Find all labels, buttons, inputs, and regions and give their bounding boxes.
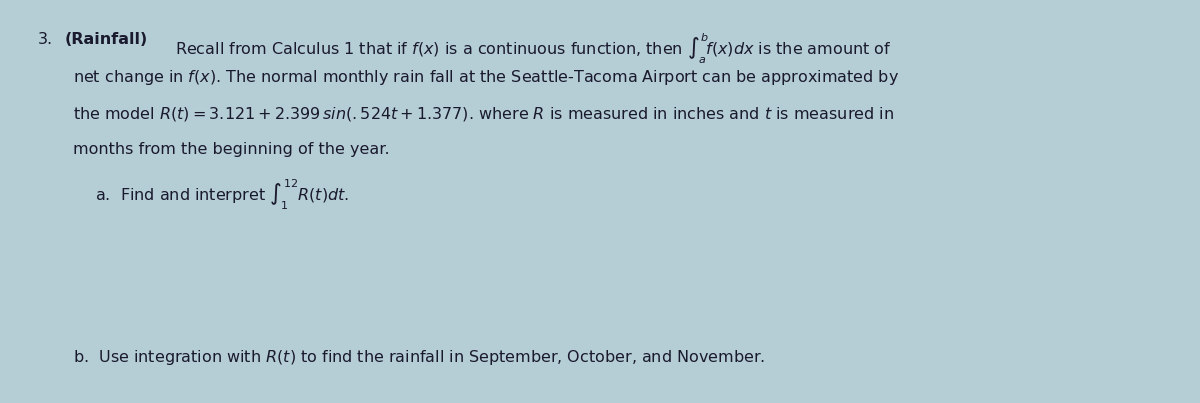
Text: a.  Find and interpret $\int_1^{12} R(t)dt$.: a. Find and interpret $\int_1^{12} R(t)d… — [95, 178, 349, 212]
Text: (Rainfall): (Rainfall) — [65, 32, 149, 47]
Text: months from the beginning of the year.: months from the beginning of the year. — [73, 142, 390, 157]
Text: b.  Use integration with $R(t)$ to find the rainfall in September, October, and : b. Use integration with $R(t)$ to find t… — [73, 348, 764, 367]
Text: 3.: 3. — [38, 32, 53, 47]
Text: Recall from Calculus 1 that if $f(x)$ is a continuous function, then $\int_a^b\!: Recall from Calculus 1 that if $f(x)$ is… — [175, 32, 892, 66]
Text: net change in $f(x)$. The normal monthly rain fall at the Seattle-Tacoma Airport: net change in $f(x)$. The normal monthly… — [73, 68, 899, 87]
Text: the model $R(t) = 3.121 + 2.399\,sin(.524t + 1.377)$. where $R$ is measured in i: the model $R(t) = 3.121 + 2.399\,sin(.52… — [73, 105, 894, 123]
